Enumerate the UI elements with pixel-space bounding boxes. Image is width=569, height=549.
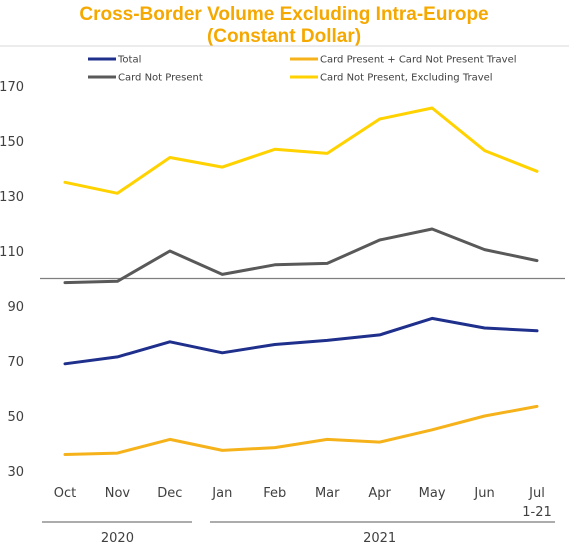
- y-tick-label-30: 30: [7, 465, 24, 480]
- year-label-2021: 2021: [363, 531, 396, 546]
- y-tick-label-70: 70: [7, 355, 24, 370]
- x-tick-label-jun: Jun: [473, 486, 494, 501]
- chart-title-line1: Cross-Border Volume Excluding Intra-Euro…: [79, 4, 488, 25]
- legend-label-card-present-card-not-present-travel: Card Present + Card Not Present Travel: [320, 55, 517, 66]
- x-tick-label-jul: Jul: [528, 486, 545, 501]
- legend-label-card-not-present: Card Not Present: [118, 73, 203, 84]
- series-line-card-present-card-not-present-travel: [63, 404, 539, 456]
- series-line-card-not-present-excluding-travel: [63, 106, 539, 195]
- y-tick-label-90: 90: [7, 300, 24, 315]
- series-line-total: [63, 316, 539, 366]
- y-tick-label-170: 170: [0, 80, 24, 95]
- y-tick-label-130: 130: [0, 190, 24, 205]
- legend-label-total: Total: [117, 55, 141, 66]
- x-tick-label-nov: Nov: [105, 486, 131, 501]
- x-tick-label-dec: Dec: [157, 486, 182, 501]
- y-tick-label-50: 50: [7, 410, 24, 425]
- year-label-2020: 2020: [101, 531, 134, 546]
- y-tick-label-150: 150: [0, 135, 24, 150]
- legend-label-card-not-present-excluding-travel: Card Not Present, Excluding Travel: [320, 73, 493, 84]
- series-line-card-not-present: [63, 227, 539, 285]
- legend: Total Card Not Present Card Present + Card…: [88, 55, 517, 84]
- x-tick-label-jan: Jan: [211, 486, 232, 501]
- x-tick-label-feb: Feb: [263, 486, 286, 501]
- y-tick-label-110: 110: [0, 245, 24, 260]
- x-tick-label-mar: Mar: [315, 486, 340, 501]
- x-axis: Oct Nov Dec Jan Feb Mar Apr May Jun Jul 1-21 2020 20…: [42, 486, 555, 546]
- y-axis: 30 50 70 90 110 130 150 170: [0, 80, 24, 480]
- x-tick-label-apr: Apr: [368, 486, 391, 501]
- x-tick-sublabel-jul: 1-21: [522, 505, 552, 520]
- series-layer: [63, 106, 539, 456]
- chart-title-line2: (Constant Dollar): [207, 26, 361, 47]
- x-tick-label-oct: Oct: [54, 486, 76, 501]
- x-tick-label-may: May: [419, 486, 446, 501]
